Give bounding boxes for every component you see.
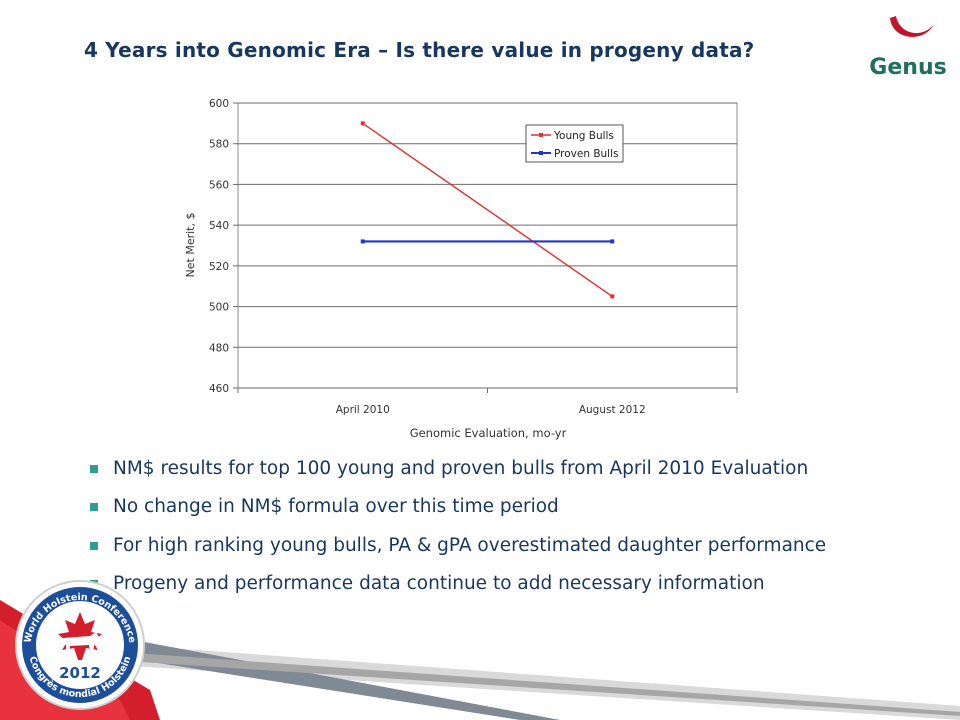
- bullet-text: For high ranking young bulls, PA & gPA o…: [113, 534, 827, 556]
- legend: Young Bulls Proven Bulls: [525, 124, 624, 163]
- bullet-square-icon: [90, 541, 98, 550]
- legend-marker: [539, 151, 543, 155]
- conference-badge: 2012 World Holstein Conference Congrès m…: [15, 580, 145, 710]
- y-tick-label: 600: [209, 98, 229, 110]
- data-point: [360, 121, 365, 126]
- bullet-item: For high ranking young bulls, PA & gPA o…: [90, 533, 950, 559]
- bullet-item: No change in NM$ formula over this time …: [90, 494, 950, 520]
- x-axis-label: Genomic Evaluation, mo-yr: [410, 426, 567, 440]
- grey-band-mid: [110, 652, 960, 716]
- legend-label: Young Bulls: [553, 130, 614, 142]
- grey-band-dark: [50, 628, 560, 720]
- plot-area: [237, 102, 738, 389]
- bullet-text: No change in NM$ formula over this time …: [113, 496, 559, 518]
- legend-label: Proven Bulls: [554, 148, 619, 160]
- bullet-square-icon: [90, 465, 98, 473]
- bullet-list: NM$ results for top 100 young and proven…: [90, 456, 950, 609]
- gridlines: [233, 102, 737, 389]
- y-tick-label: 540: [209, 220, 229, 232]
- data-point: [610, 294, 615, 299]
- y-tick-labels: 600 580 560 540 520 500 480 460: [209, 98, 229, 395]
- bullet-text: NM$ results for top 100 young and proven…: [113, 458, 809, 479]
- slide-title: 4 Years into Genomic Era – Is there valu…: [84, 38, 755, 62]
- legend-box: [525, 124, 624, 163]
- bullet-text: Progeny and performance data continue to…: [113, 572, 765, 594]
- x-tick-label: August 2012: [579, 404, 646, 416]
- badge-year: 2012: [59, 664, 101, 682]
- bullet-square-icon: [90, 503, 98, 512]
- y-tick-label: 580: [209, 139, 229, 151]
- genus-logo: Genus: [869, 16, 947, 80]
- logo-text: Genus: [869, 55, 946, 80]
- y-tick-label: 500: [209, 302, 229, 314]
- data-point: [610, 239, 615, 244]
- y-tick-label: 480: [209, 342, 229, 354]
- logo-swoosh: [890, 16, 934, 37]
- data-point: [360, 239, 365, 244]
- x-tick-label: April 2010: [336, 404, 390, 416]
- y-tick-label: 520: [209, 261, 229, 273]
- legend-marker: [539, 133, 543, 137]
- series-lines: [360, 121, 615, 299]
- x-axis: April 2010 August 2012: [237, 388, 738, 416]
- y-tick-label: 560: [209, 179, 229, 191]
- y-tick-label: 460: [209, 383, 229, 395]
- bullet-item: NM$ results for top 100 young and proven…: [90, 456, 950, 482]
- bottom-decoration: 2012 World Holstein Conference Congrès m…: [0, 580, 960, 720]
- cow-icon: [63, 632, 99, 653]
- y-axis-label: Net Merit, $: [184, 213, 197, 278]
- series-line: [362, 122, 613, 297]
